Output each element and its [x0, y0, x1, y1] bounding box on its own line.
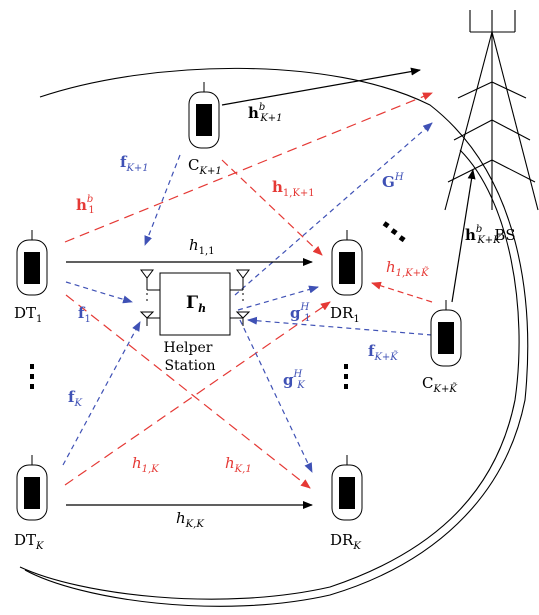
label-h-1-K: h1,K — [132, 454, 159, 475]
device-dt-k — [16, 455, 48, 521]
label-h-1-1: h1,1 — [189, 236, 215, 257]
label-dt-k: DTK — [14, 531, 44, 552]
label-h-1-Kt: h1,K+K̃ — [386, 258, 429, 279]
label-dt-1: DT1 — [14, 304, 42, 325]
label-h-K-K: hK,K — [176, 509, 204, 530]
label-h-K-1: hK,1 — [225, 454, 252, 475]
bs-label: BS — [494, 226, 515, 244]
arrow-G-H — [234, 122, 433, 296]
label-f-K1: fK+1 — [120, 153, 149, 174]
arrow-h-1-Kt — [371, 281, 433, 303]
arrow-h-b-K1 — [221, 67, 421, 106]
helper-label-line1: Helper — [164, 340, 213, 356]
label-f-1: f1 — [78, 304, 91, 325]
arrow-g-1-H — [237, 285, 319, 311]
cell-boundary-inner — [19, 149, 520, 600]
device-dr-k — [331, 455, 363, 521]
label-f-Kt: fK+K̃ — [368, 342, 398, 363]
helper-matrix-label: Γh — [186, 293, 206, 315]
device-c-k1 — [188, 82, 220, 149]
arrow-f-Kt — [247, 316, 433, 336]
ellipsis-dots-left — [30, 364, 34, 389]
label-c-k1: CK+1 — [188, 156, 222, 177]
cell-boundary-outer — [24, 67, 529, 607]
label-g-1-H: gH 1 — [290, 302, 311, 324]
arrow-f-K — [62, 321, 141, 466]
label-h-b-1: hb 1 — [76, 194, 95, 216]
device-c-kt — [430, 300, 462, 367]
label-h-b-Kt: hb K+K̃ — [465, 224, 501, 246]
device-dr-1 — [331, 230, 363, 296]
arrow-f-1 — [65, 281, 133, 304]
label-h-1-K1: h1,K+1 — [272, 178, 315, 199]
label-g-K-H: gH K — [283, 369, 305, 391]
link-arrows — [62, 67, 476, 509]
label-h-b-K1: hb K+1 — [248, 102, 283, 124]
helper-label-line2: Station — [164, 358, 215, 374]
base-station-tower — [444, 10, 539, 211]
arrow-h-K-1 — [65, 294, 311, 489]
label-f-K: fK — [68, 388, 82, 409]
label-dr-1: DR1 — [330, 304, 360, 325]
label-c-kt: CK+K̃ — [422, 374, 457, 395]
ellipsis-dots-diagonal — [382, 221, 406, 243]
helper-station — [139, 269, 251, 336]
device-dt-1 — [16, 230, 48, 296]
label-dr-k: DRK — [330, 531, 361, 552]
arrow-h-b-Kt — [451, 169, 476, 303]
arrow-h-1-K — [64, 301, 331, 486]
arrow-h-b-1 — [64, 92, 433, 243]
helper-box — [159, 272, 231, 336]
arrow-f-K1 — [144, 154, 181, 246]
ellipsis-dots-center — [344, 364, 348, 389]
arrow-h-1-K1 — [221, 159, 323, 256]
arrow-g-K-H — [239, 319, 313, 473]
label-G-H: GH — [382, 172, 404, 191]
